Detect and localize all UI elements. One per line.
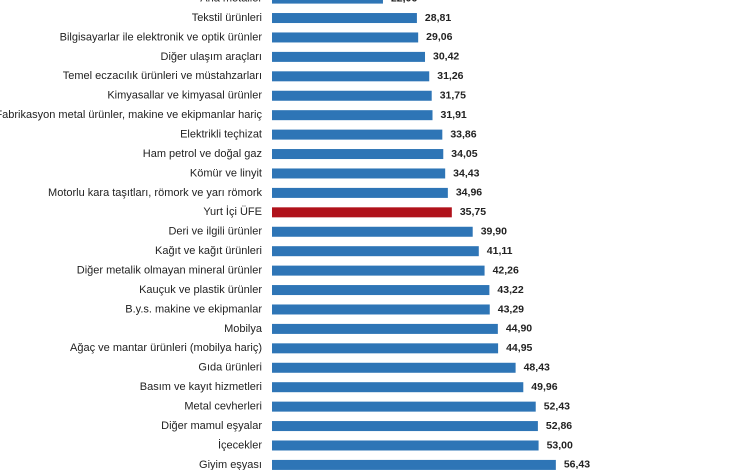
bar [272,149,444,160]
value-label: 39,90 [481,226,507,238]
value-label: 42,26 [493,264,519,276]
bar [272,382,524,393]
category-label: Giyim eşyası [199,459,262,470]
value-label: 31,75 [440,90,466,102]
value-label: 30,42 [433,51,459,63]
value-label: 53,00 [547,439,573,451]
value-label: 43,29 [498,303,524,315]
bar [272,440,539,451]
bar [272,71,430,82]
value-label: 22,06 [391,0,417,4]
value-label: 29,06 [426,31,452,43]
value-label: 44,95 [506,342,532,354]
value-label: 52,43 [544,400,570,412]
category-label: Fabrikasyon metal ürünler, makine ve eki… [0,109,262,121]
category-label: Temel eczacılık ürünleri ve müstahzarlar… [63,70,262,82]
category-label: B.y.s. makine ve ekipmanlar [125,303,262,315]
value-label: 49,96 [531,381,557,393]
category-label: Diğer metalik olmayan mineral ürünler [77,265,263,277]
value-label: 34,96 [456,187,482,199]
value-label: 52,86 [546,420,572,432]
value-label: 31,91 [441,109,467,121]
category-label: Ana metaller [200,0,262,5]
bar [272,343,499,354]
bar [272,362,516,373]
category-label: Tekstil ürünleri [192,12,262,24]
category-label: Mobilya [224,323,263,335]
bar [272,129,443,140]
category-label: Kömür ve linyit [190,167,262,179]
bar [272,13,417,24]
category-label: Kauçuk ve plastik ürünler [139,284,262,296]
value-label: 34,43 [453,167,479,179]
bar [272,265,485,276]
category-label: Bilgisayarlar ile elektronik ve optik ür… [60,31,263,43]
value-label: 48,43 [524,362,550,374]
value-label: 34,05 [451,148,477,160]
category-label: Yurt İçi ÜFE [203,205,262,218]
bar [272,246,479,257]
category-label: Basım ve kayıt hizmetleri [140,381,262,393]
value-label: 56,43 [564,459,590,470]
bar [272,110,433,121]
category-label: Gıda ürünleri [198,362,262,374]
value-label: 33,86 [450,128,476,140]
category-label: Motorlu kara taşıtları, römork ve yarı r… [48,187,262,199]
bar [272,207,452,218]
value-label: 35,75 [460,206,486,218]
bar [272,323,498,334]
bar [272,187,448,198]
bar [272,51,426,62]
category-label: Metal cevherleri [184,401,262,413]
bar [272,285,490,296]
category-label: Ham petrol ve doğal gaz [143,148,262,160]
value-label: 31,26 [437,70,463,82]
category-label: Ağaç ve mantar ürünleri (mobilya hariç) [70,342,262,354]
category-label: Kimyasallar ve kimyasal ürünler [107,90,262,102]
bar [272,401,536,412]
bar [272,0,383,4]
value-label: 28,81 [425,12,451,24]
category-label: Diğer ulaşım araçları [161,51,262,63]
value-label: 44,90 [506,323,532,335]
category-label: Diğer mamul eşyalar [161,420,262,432]
category-label: İçecekler [218,438,262,451]
category-label: Deri ve ilgili ürünler [168,226,262,238]
category-label: Kağıt ve kağıt ürünleri [155,245,262,257]
value-label: 43,22 [497,284,523,296]
value-label: 41,11 [487,245,513,257]
bar [272,421,538,432]
bar [272,168,446,179]
bar [272,304,490,315]
bar [272,226,473,237]
bar [272,459,556,470]
bar [272,90,432,101]
bar [272,32,419,43]
category-label: Elektrikli teçhizat [180,129,262,141]
